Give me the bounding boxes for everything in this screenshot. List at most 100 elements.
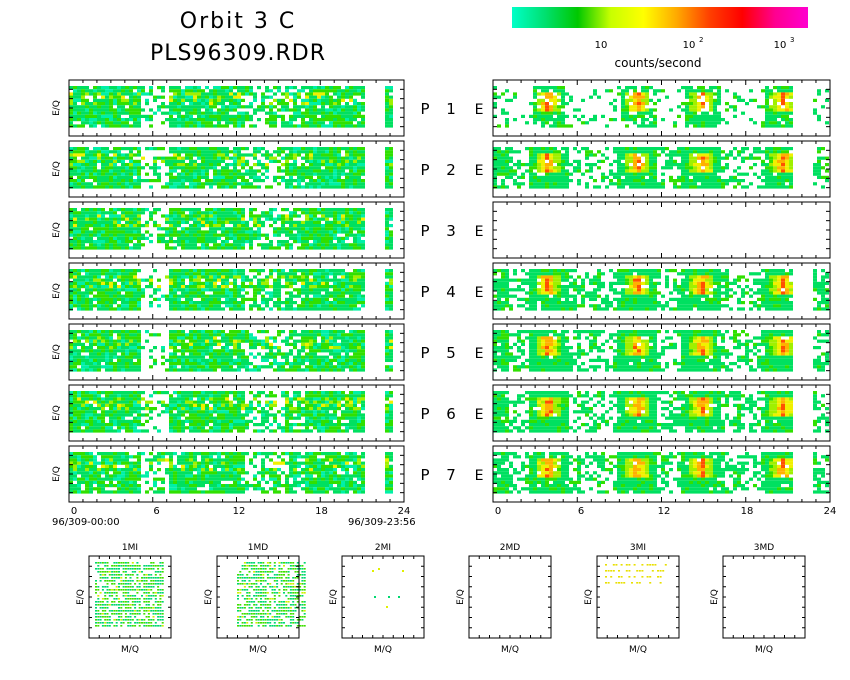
electron-cell: [765, 89, 769, 93]
ion-cell: [97, 288, 101, 292]
ion-cell: [69, 185, 73, 189]
ion-cell: [165, 118, 169, 122]
electron-cell: [681, 86, 685, 90]
electron-cell: [781, 124, 785, 128]
ion-cell: [361, 220, 365, 224]
ion-cell: [221, 153, 225, 157]
ion-cell: [329, 240, 333, 244]
ion-cell: [385, 89, 389, 93]
ion-cell: [85, 102, 89, 106]
ion-cell: [209, 150, 213, 154]
ion-cell: [309, 175, 313, 179]
ion-cell: [81, 169, 85, 173]
ion-cell: [337, 243, 341, 247]
ion-cell: [217, 124, 221, 128]
ion-cell: [225, 272, 229, 276]
ion-cell: [229, 281, 233, 285]
ion-cell: [157, 108, 161, 112]
electron-cell: [821, 166, 825, 170]
ion-cell: [133, 102, 137, 106]
ion-cell: [221, 111, 225, 115]
ion-cell: [173, 163, 177, 167]
ion-cell: [233, 275, 237, 279]
ion-cell: [233, 156, 237, 160]
ion-cell: [305, 230, 309, 234]
ion-cell: [233, 159, 237, 163]
ion-cell: [349, 92, 353, 96]
electron-cell: [521, 182, 525, 186]
ion-cell: [193, 227, 197, 231]
ion-cell: [237, 150, 241, 154]
ion-cell: [253, 275, 257, 279]
ion-cell: [141, 114, 145, 118]
electron-cell: [713, 111, 717, 115]
ion-cell: [341, 230, 345, 234]
ion-cell: [109, 102, 113, 106]
ion-cell: [361, 278, 365, 282]
electron-cell: [545, 102, 549, 106]
ion-cell: [313, 92, 317, 96]
ion-cell: [141, 92, 145, 96]
electron-cell: [689, 108, 693, 112]
electron-cell: [589, 175, 593, 179]
electron-cell: [645, 98, 649, 102]
electron-cell: [565, 124, 569, 128]
electron-cell: [685, 185, 689, 189]
ion-cell: [129, 240, 133, 244]
ion-cell: [217, 220, 221, 224]
ion-cell: [85, 185, 89, 189]
ion-cell: [229, 227, 233, 231]
ion-cell: [309, 86, 313, 90]
ion-cell: [245, 179, 249, 183]
ion-cell: [213, 156, 217, 160]
electron-cell: [785, 150, 789, 154]
ion-cell: [193, 118, 197, 122]
ion-cell: [221, 185, 225, 189]
ion-cell: [293, 208, 297, 212]
ion-cell: [73, 217, 77, 221]
ion-cell: [317, 156, 321, 160]
ion-cell: [125, 118, 129, 122]
ion-cell: [197, 156, 201, 160]
ion-cell: [249, 217, 253, 221]
ion-cell: [137, 95, 141, 99]
electron-cell: [737, 179, 741, 183]
electron-cell: [597, 95, 601, 99]
electron-cell: [681, 150, 685, 154]
ion-cell: [241, 156, 245, 160]
ion-cell: [101, 124, 105, 128]
ion-cell: [185, 217, 189, 221]
ion-cell: [201, 240, 205, 244]
ion-cell: [209, 95, 213, 99]
ion-cell: [81, 182, 85, 186]
ion-cell: [81, 86, 85, 90]
ion-cell: [121, 275, 125, 279]
electron-cell: [769, 153, 773, 157]
ion-cell: [125, 108, 129, 112]
electron-cell: [649, 172, 653, 176]
ion-cell: [193, 288, 197, 292]
ion-cell: [353, 294, 357, 298]
ion-cell: [217, 307, 221, 311]
electron-cell: [789, 147, 793, 151]
ion-cell: [249, 278, 253, 282]
ion-cell: [301, 307, 305, 311]
ion-cell: [217, 227, 221, 231]
ion-cell: [221, 230, 225, 234]
electron-cell: [769, 179, 773, 183]
ion-cell: [225, 301, 229, 305]
ion-cell: [321, 163, 325, 167]
ion-cell: [345, 230, 349, 234]
electron-cell: [661, 118, 665, 122]
ion-cell: [93, 147, 97, 151]
electron-cell: [509, 156, 513, 160]
ion-cell: [241, 217, 245, 221]
electron-cell: [509, 166, 513, 170]
ion-cell: [293, 236, 297, 240]
ion-cell: [105, 98, 109, 102]
ion-cell: [169, 233, 173, 237]
electron-cell: [641, 175, 645, 179]
electron-cell: [717, 150, 721, 154]
ion-cell: [69, 281, 73, 285]
ion-cell: [125, 179, 129, 183]
